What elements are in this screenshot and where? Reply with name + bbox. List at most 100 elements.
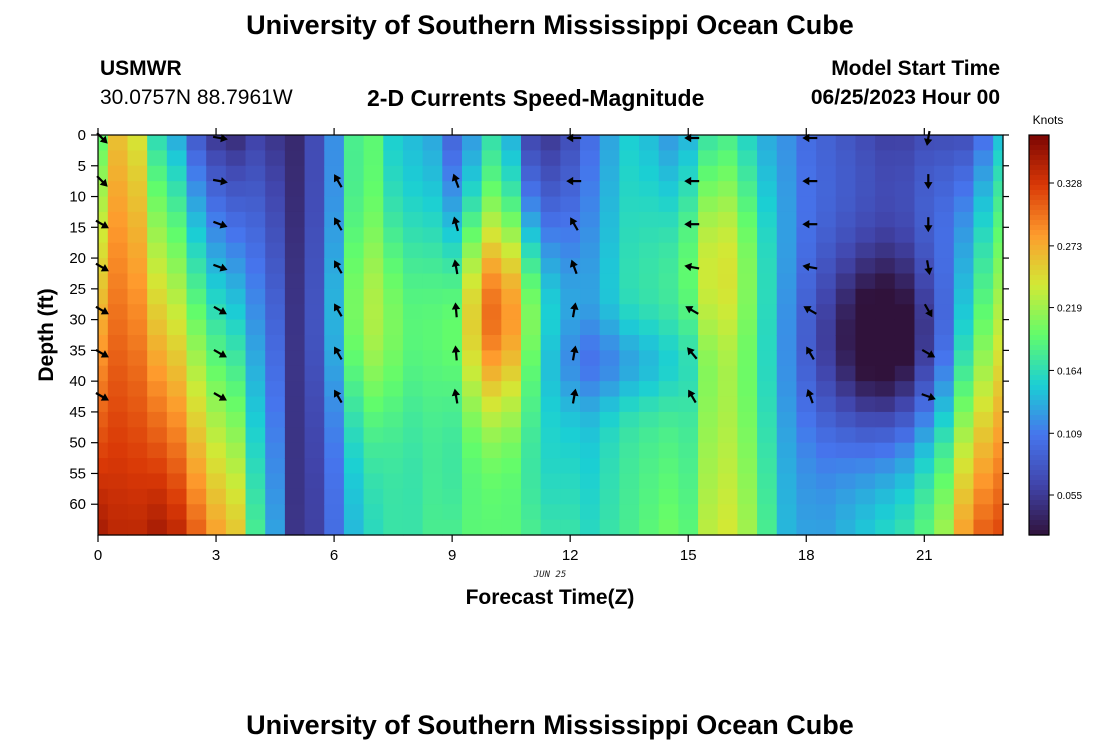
colorbar-segment [1029, 135, 1049, 141]
heatmap-cell [934, 258, 955, 275]
heatmap-cell [717, 165, 738, 182]
heatmap-cell [442, 319, 463, 336]
heatmap-cell [973, 365, 994, 382]
heatmap-cell [973, 211, 994, 228]
heatmap-cell [619, 504, 640, 521]
heatmap-cell [225, 365, 247, 382]
heatmap-cell [776, 365, 798, 382]
heatmap-cell [245, 211, 266, 228]
heatmap-cell [127, 165, 148, 182]
heatmap-cell [698, 427, 719, 444]
heatmap-cell [206, 196, 227, 213]
heatmap-cell [324, 365, 345, 382]
heatmap-cell [186, 273, 207, 290]
heatmap-cell [225, 473, 247, 490]
heatmap-cell [383, 165, 404, 182]
heatmap-cell [422, 519, 443, 536]
heatmap-cell [934, 504, 955, 521]
heatmap-cell [402, 319, 424, 336]
heatmap-cell [757, 211, 778, 228]
heatmap-cell [953, 150, 975, 167]
heatmap-cell [225, 519, 247, 536]
heatmap-cell [934, 396, 955, 413]
heatmap-cell [166, 519, 188, 536]
heatmap-cell [875, 365, 896, 382]
heatmap-cell [343, 427, 365, 444]
heatmap-cell [265, 288, 286, 305]
colorbar-segment [1029, 430, 1049, 436]
heatmap-cell [658, 365, 679, 382]
heatmap-cell [481, 411, 502, 428]
heatmap-cell [402, 350, 424, 367]
colorbar-segment [1029, 510, 1049, 516]
heatmap-cell [343, 319, 365, 336]
colorbar-segment [1029, 435, 1049, 441]
heatmap-cell [186, 427, 207, 444]
heatmap-cell [265, 273, 286, 290]
heatmap-cell [245, 273, 266, 290]
heatmap-cell [284, 135, 306, 151]
heatmap-cell [127, 458, 148, 475]
heatmap-cell [540, 181, 561, 198]
heatmap-cell [816, 258, 837, 275]
heatmap-cell [796, 365, 817, 382]
heatmap-cell [206, 273, 227, 290]
heatmap-cell [816, 319, 837, 336]
heatmap-cell [98, 150, 109, 167]
heatmap-cell [658, 488, 679, 505]
current-vector-arrow [685, 306, 699, 315]
current-vector-arrow [213, 348, 227, 358]
heatmap-cell [402, 258, 424, 275]
heatmap-cell [127, 504, 148, 521]
heatmap-cell [284, 181, 306, 198]
current-vector-arrow [684, 176, 700, 186]
heatmap-cell [894, 427, 916, 444]
heatmap-cell [619, 304, 640, 321]
heatmap-cell [324, 519, 345, 536]
heatmap-cell [461, 273, 483, 290]
heatmap-cell [973, 335, 994, 351]
heatmap-cell [737, 196, 758, 213]
current-vector-arrow [923, 303, 933, 318]
heatmap-cell [166, 196, 188, 213]
heatmap-cell [520, 381, 542, 398]
heatmap-cell [343, 504, 365, 521]
heatmap-cell [757, 365, 778, 382]
heatmap-cell [776, 473, 798, 490]
heatmap-cell [757, 319, 778, 336]
heatmap-cell [501, 258, 522, 275]
heatmap-cell [402, 335, 424, 351]
heatmap-cell [973, 504, 994, 521]
heatmap-cell [639, 442, 660, 459]
heatmap-cell [383, 258, 404, 275]
heatmap-cell [835, 288, 857, 305]
current-vector-arrow [923, 130, 933, 146]
heatmap-cell [481, 427, 502, 444]
heatmap-cell [619, 319, 640, 336]
heatmap-cell [875, 258, 896, 275]
heatmap-cell [914, 288, 935, 305]
heatmap-cell [186, 227, 207, 244]
heatmap-cell [639, 196, 660, 213]
heatmap-cell [757, 427, 778, 444]
heatmap-cell [501, 227, 522, 244]
heatmap-cell [580, 319, 601, 336]
heatmap-cell [639, 319, 660, 336]
heatmap-cell [461, 304, 483, 321]
heatmap-cell [422, 165, 443, 182]
heatmap-cell [442, 304, 463, 321]
heatmap-cell [973, 519, 994, 536]
heatmap-cell [796, 242, 817, 259]
heatmap-cell [166, 504, 188, 521]
heatmap-cell [816, 411, 837, 428]
heatmap-cell [363, 319, 384, 336]
heatmap-cell [580, 442, 601, 459]
heatmap-cell [816, 150, 837, 167]
heatmap-cell [934, 350, 955, 367]
heatmap-cell [855, 273, 876, 290]
heatmap-cell [501, 135, 522, 151]
heatmap-cell [914, 196, 935, 213]
heatmap-cell [481, 242, 502, 259]
heatmap-cell [383, 196, 404, 213]
heatmap-cell [107, 273, 129, 290]
